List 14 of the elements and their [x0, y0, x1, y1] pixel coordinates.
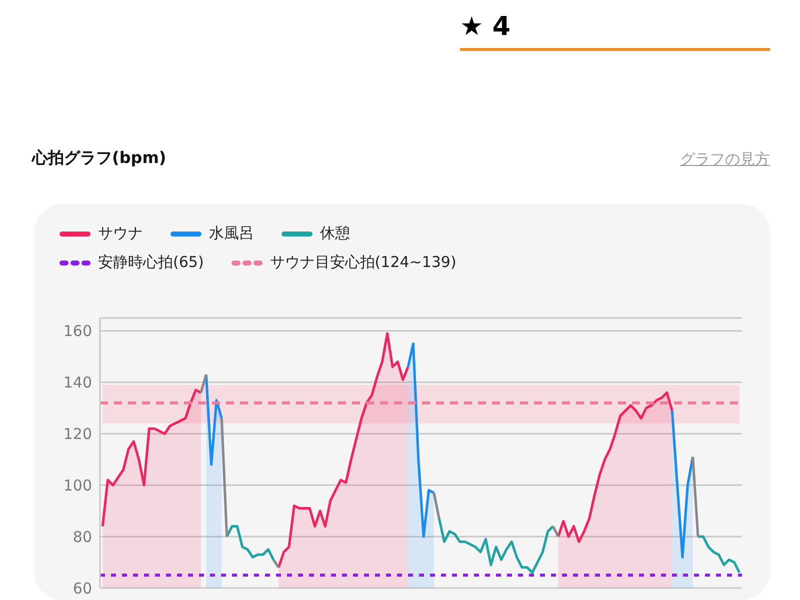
y-tick-label: 80 — [72, 528, 92, 546]
y-tick-label: 60 — [72, 579, 92, 598]
y-tick-label: 160 — [63, 322, 92, 340]
y-tick-label: 120 — [63, 425, 92, 444]
text: グラフの見方 — [680, 150, 770, 169]
legend-label: サウナ目安心拍(124~139) — [268, 253, 456, 272]
legend-label: 安静時心拍(65) — [97, 253, 204, 272]
legend-label: 水風呂 — [208, 224, 254, 243]
chart-title: 心拍グラフ(bpm) — [32, 148, 166, 169]
legend-label: 休憩 — [319, 224, 350, 243]
y-tick-label: 140 — [63, 374, 92, 392]
y-tick-label: 100 — [63, 476, 92, 494]
text: ★ 4 — [460, 12, 770, 51]
legend-label: サウナ — [97, 224, 143, 243]
